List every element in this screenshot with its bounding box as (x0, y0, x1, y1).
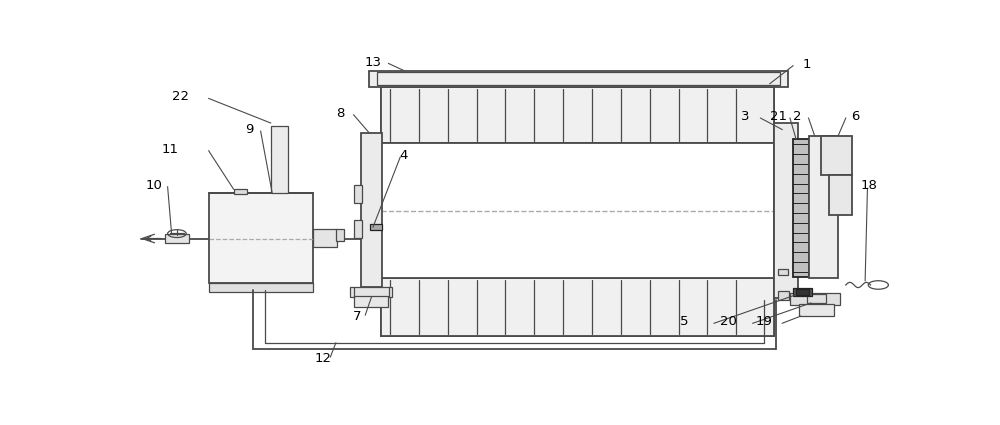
Bar (209, 283, 313, 292)
Text: 9: 9 (245, 123, 253, 136)
Text: 18: 18 (861, 178, 877, 192)
Bar (234, 189, 247, 194)
Bar (336, 230, 344, 241)
Bar (821, 136, 852, 176)
Text: 7: 7 (353, 310, 362, 323)
Bar (799, 303, 834, 316)
Bar (271, 126, 288, 193)
Bar (369, 71, 788, 87)
Bar (793, 288, 812, 296)
Text: 5: 5 (680, 315, 689, 329)
Bar (829, 176, 852, 215)
Text: 1: 1 (803, 58, 811, 71)
Bar (381, 278, 774, 336)
Text: 11: 11 (161, 143, 178, 156)
Bar (790, 293, 840, 305)
Text: 8: 8 (336, 107, 345, 120)
Bar (361, 133, 382, 286)
Bar (793, 139, 809, 277)
Bar (377, 72, 780, 85)
Text: 4: 4 (400, 149, 408, 162)
Text: 6: 6 (851, 110, 859, 123)
Bar (354, 220, 362, 238)
Bar (809, 136, 838, 278)
Bar (774, 123, 798, 298)
Bar (354, 297, 388, 307)
Bar (370, 224, 382, 230)
Text: 3: 3 (741, 110, 749, 123)
Bar (381, 85, 774, 336)
Text: 22: 22 (172, 91, 189, 103)
Text: 2: 2 (793, 110, 802, 123)
Bar (381, 143, 774, 278)
Text: 13: 13 (364, 56, 382, 69)
Text: 10: 10 (146, 178, 163, 192)
Bar (354, 185, 362, 203)
Text: 21: 21 (770, 110, 787, 123)
Bar (807, 295, 826, 303)
Bar (350, 287, 392, 297)
Bar (381, 87, 774, 143)
Bar (778, 291, 789, 300)
Bar (778, 269, 788, 275)
Text: 20: 20 (720, 315, 736, 329)
Text: 19: 19 (756, 315, 773, 329)
Bar (165, 234, 189, 244)
Bar (209, 193, 313, 283)
Bar (313, 230, 337, 247)
Text: 12: 12 (314, 352, 331, 365)
Bar (796, 289, 809, 295)
